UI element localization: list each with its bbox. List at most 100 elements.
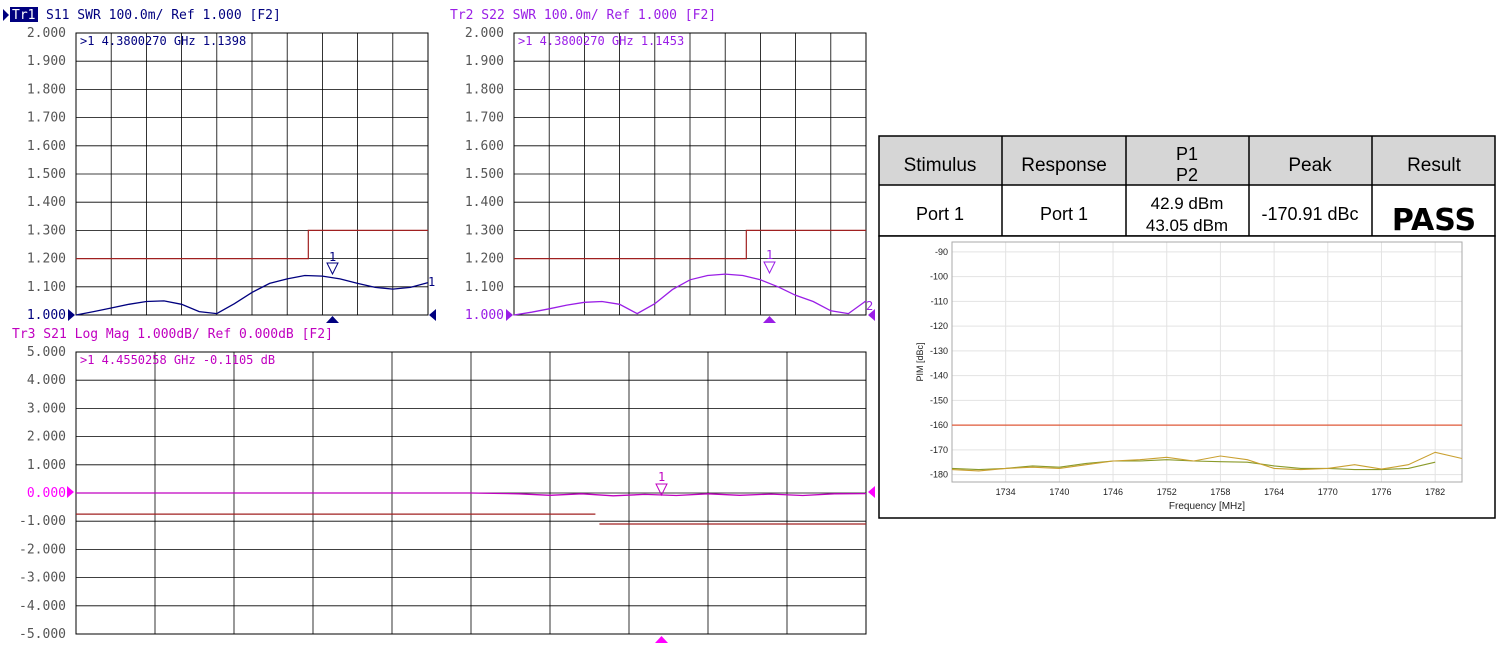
pim-y-tick-label: -110: [931, 296, 948, 306]
pim-y-tick-label: -160: [930, 420, 948, 430]
trace1-grid: [75, 32, 429, 316]
header-peak: Peak: [1288, 155, 1332, 176]
trace2-header[interactable]: Tr2 S22 SWR 100.0m/ Ref 1.000 [F2]: [450, 8, 716, 23]
y-tick-label: 1.400: [465, 195, 504, 210]
y-tick-label: -3.000: [19, 571, 66, 586]
trace1-tag-bg[interactable]: [10, 7, 38, 22]
pim-x-ticks: 1734 1740 1746 1752 1758 1764 1770 1776 1782: [996, 487, 1446, 497]
pim-x-tick-label: 1752: [1157, 487, 1177, 497]
marker-position-icon[interactable]: [326, 316, 339, 323]
pim-y-tick-label: -180: [930, 470, 948, 480]
pim-x-tick-label: 1782: [1425, 487, 1445, 497]
pim-x-tick-label: 1776: [1371, 487, 1391, 497]
reference-arrow-icon[interactable]: [68, 309, 75, 321]
scale-arrow-icon[interactable]: [868, 309, 875, 321]
y-tick-label: 1.300: [465, 223, 504, 238]
trace1-header[interactable]: S11 SWR 100.0m/ Ref 1.000 [F2]: [46, 8, 281, 23]
header-result: Result: [1407, 155, 1462, 176]
pim-y-tick-label: -90: [935, 247, 948, 257]
pim-chart-frame: [878, 235, 1496, 519]
trace1-limit-line: [76, 229, 428, 260]
pim-x-tick-label: 1746: [1103, 487, 1123, 497]
y-tick-label: 1.200: [465, 252, 504, 267]
header-p1: P1: [1176, 144, 1198, 164]
trace3-limit-line: [76, 513, 866, 525]
cell-response: Port 1: [1040, 204, 1088, 224]
scale-arrow-icon[interactable]: [868, 486, 875, 498]
y-tick-label: 5.000: [27, 345, 66, 360]
trace2-end-label: 2: [866, 299, 873, 313]
trace1-marker[interactable]: 1: [326, 250, 339, 276]
header-p2: P2: [1176, 165, 1198, 185]
y-tick-label: 2.000: [27, 430, 66, 445]
pim-chart: -90-100-110-120-130-140-150-160-170-180 …: [878, 235, 1496, 519]
pim-y-tick-label: -170: [930, 445, 948, 455]
header-response: Response: [1021, 155, 1107, 176]
marker-triangle-icon: [763, 261, 776, 275]
trace3-line: [76, 492, 867, 497]
y-tick-label: 0.000: [27, 486, 66, 501]
reference-arrow-icon[interactable]: [506, 309, 513, 321]
trace1-line: [75, 274, 429, 316]
pim-y-tick-label: -100: [930, 272, 948, 282]
pim-y-tick-label: -140: [930, 371, 948, 381]
y-tick-label: 1.100: [27, 280, 66, 295]
trace1-end-label: 1: [428, 275, 435, 289]
pim-series-line: [951, 451, 1463, 472]
pim-x-tick-label: 1740: [1049, 487, 1069, 497]
y-tick-label: 1.300: [27, 223, 66, 238]
table-header-row: [879, 136, 1495, 185]
pim-plot-border: [951, 241, 1463, 483]
y-tick-label: 1.800: [27, 82, 66, 97]
cell-p1: 42.9 dBm: [1151, 194, 1224, 213]
trace1-marker-readout: >1 4.3800270 GHz 1.1398: [80, 34, 246, 48]
trace2-grid: [513, 32, 867, 316]
trace2-limit-line: [514, 229, 866, 260]
trace2-marker[interactable]: 1: [763, 248, 776, 275]
y-tick-label: 1.900: [465, 54, 504, 69]
y-tick-label: 1.000: [27, 308, 66, 323]
trace1-panel: Tr1 S11 SWR 100.0m/ Ref 1.000 [F2] 2.000…: [3, 7, 436, 323]
cell-stimulus: Port 1: [916, 204, 964, 224]
pim-x-axis-label: Frequency [MHz]: [1169, 501, 1245, 512]
y-tick-label: 1.000: [27, 458, 66, 473]
y-tick-label: 2.000: [465, 26, 504, 41]
y-tick-label: 2.000: [27, 26, 66, 41]
pim-result-table: Stimulus Response P1 P2 Peak Result Port…: [878, 135, 1496, 238]
marker-triangle-icon: [655, 483, 668, 497]
pim-x-tick-label: 1770: [1318, 487, 1338, 497]
y-tick-label: 1.100: [465, 280, 504, 295]
y-tick-label: 1.800: [465, 82, 504, 97]
pim-y-tick-label: -130: [930, 346, 948, 356]
cell-peak: -170.91 dBc: [1261, 204, 1358, 224]
trace2-line: [513, 273, 867, 316]
trace3-panel: Tr3 S21 Log Mag 1.000dB/ Ref 0.000dB [F2…: [12, 327, 875, 643]
marker-position-icon[interactable]: [655, 636, 668, 643]
trace1-tag[interactable]: Tr1: [12, 8, 35, 23]
pim-x-tick-label: 1758: [1210, 487, 1230, 497]
y-tick-label: 1.700: [27, 111, 66, 126]
trace3-header[interactable]: Tr3 S21 Log Mag 1.000dB/ Ref 0.000dB [F2…: [12, 327, 333, 342]
pim-x-tick-label: 1734: [996, 487, 1016, 497]
marker-position-icon[interactable]: [763, 316, 776, 323]
marker-triangle-icon: [326, 262, 339, 276]
reference-arrow-icon[interactable]: [67, 486, 74, 498]
cell-result: PASS: [1392, 203, 1476, 238]
y-tick-label: -1.000: [19, 514, 66, 529]
y-tick-label: 4.000: [27, 373, 66, 388]
y-tick-label: 1.400: [27, 195, 66, 210]
trace1-y-ticks: 2.000 1.900 1.800 1.700 1.600 1.500 1.400 1.300…: [27, 26, 66, 323]
trace3-marker-label: 1: [658, 470, 665, 484]
trace1-marker-label: 1: [329, 250, 336, 264]
trace3-marker-readout: >1 4.4550258 GHz -0.1105 dB: [80, 353, 275, 367]
trace2-marker-readout: >1 4.3800270 GHz 1.1453: [518, 34, 684, 48]
cell-p2: 43.05 dBm: [1146, 216, 1228, 235]
pim-grid: [952, 242, 1462, 482]
active-trace-arrow-icon[interactable]: [3, 9, 9, 21]
pim-y-tick-label: -150: [930, 395, 948, 405]
scale-arrow-icon[interactable]: [429, 309, 436, 321]
trace3-y-ticks: 5.000 4.000 3.000 2.000 1.000 0.000 -1.000 -2.0…: [19, 345, 66, 642]
trace3-marker[interactable]: 1: [655, 470, 668, 497]
header-stimulus: Stimulus: [904, 155, 977, 176]
pim-y-ticks: -90 -100 -110 -120 -130 -140 -150 -160 -170 -180: [930, 247, 948, 480]
